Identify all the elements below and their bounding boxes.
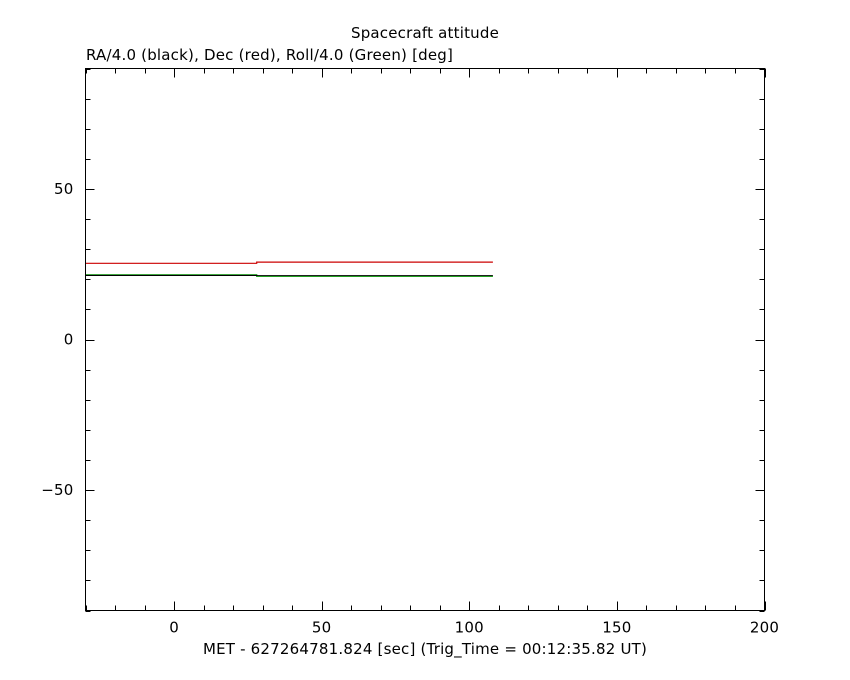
axis-tick-labels: 0 50 100 150 200 −50 0 50 [41,180,779,637]
series-line-dec [85,261,493,264]
x-tick-label: 100 [455,619,484,637]
chart-title: Spacecraft attitude [351,24,499,42]
x-axis-label: MET - 627264781.824 [sec] (Trig_Time = 0… [203,640,647,659]
y-tick-label: 50 [54,180,74,198]
chart-subtitle: RA/4.0 (black), Dec (red), Roll/4.0 (Gre… [86,46,453,64]
y-tick-label: 0 [64,331,74,349]
plot-frame [85,68,765,611]
x-tick-label: 150 [602,619,631,637]
x-tick-label: 0 [169,619,179,637]
axis-ticks [85,68,766,612]
series-lines [85,261,493,277]
x-tick-label: 50 [312,619,332,637]
x-tick-label: 200 [750,619,779,637]
y-tick-label: −50 [41,481,73,499]
